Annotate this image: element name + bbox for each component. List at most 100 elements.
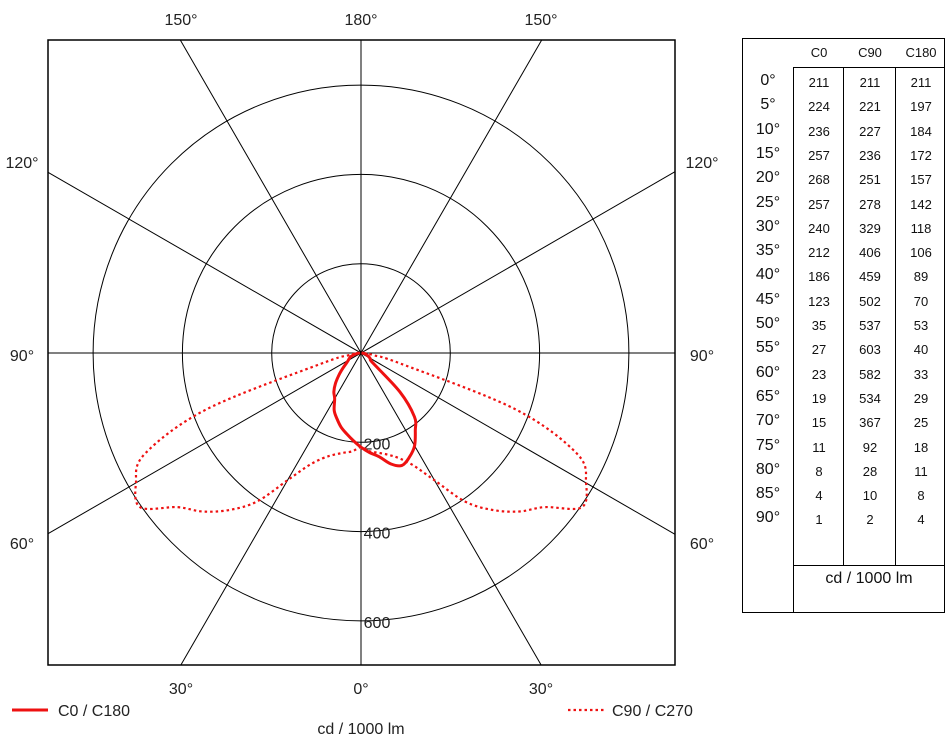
table-cell-c180: 157 bbox=[910, 172, 932, 188]
legend-label-c90-c270: C90 / C270 bbox=[612, 703, 693, 720]
table-cell-c90: 537 bbox=[859, 318, 881, 333]
table-cell-c0: 211 bbox=[808, 75, 830, 90]
table-cell-c0: 19 bbox=[811, 390, 827, 406]
table-cell-c90: 582 bbox=[859, 366, 881, 382]
table-row-label: 10° bbox=[755, 120, 781, 138]
table-cell-c90: 329 bbox=[859, 220, 881, 236]
table-divider bbox=[895, 67, 896, 566]
table-cell-c0: 186 bbox=[808, 269, 830, 285]
angle-label-top: 150° bbox=[524, 12, 557, 29]
table-row-label: 5° bbox=[760, 96, 776, 114]
table-row-label: 0° bbox=[760, 72, 776, 89]
table-cell-c180: 11 bbox=[914, 463, 928, 479]
table-unit-label: cd / 1000 lm bbox=[825, 570, 913, 587]
table-cell-c0: 212 bbox=[808, 245, 830, 261]
table-cell-c0: 236 bbox=[808, 123, 830, 139]
table-cell-c90: 211 bbox=[859, 75, 881, 90]
table-cell-c180: 18 bbox=[913, 439, 929, 455]
table-cell-c0: 27 bbox=[811, 342, 827, 358]
table-cell-c0: 23 bbox=[811, 366, 827, 382]
table-row-label: 90° bbox=[755, 509, 781, 527]
table-cell-c0: 11 bbox=[812, 439, 826, 455]
table-cell-c90: 278 bbox=[859, 196, 881, 212]
table-cell-c0: 123 bbox=[808, 293, 830, 309]
table-cell-c90: 534 bbox=[859, 390, 881, 406]
table-row-label: 20° bbox=[755, 169, 781, 187]
table-row-label: 60° bbox=[755, 363, 781, 381]
table-row-label: 65° bbox=[755, 387, 781, 405]
table-cell-c90: 28 bbox=[862, 463, 878, 479]
table-divider bbox=[793, 67, 794, 612]
table-cell-c180: 142 bbox=[910, 196, 932, 212]
table-row-label: 85° bbox=[755, 485, 781, 503]
table-cell-c90: 406 bbox=[859, 245, 881, 261]
table-cell-c0: 1 bbox=[815, 512, 823, 528]
table-row-label: 80° bbox=[755, 460, 781, 478]
table-cell-c0: 224 bbox=[808, 99, 830, 115]
table-cell-c180: 89 bbox=[913, 269, 929, 285]
table-row-label: 50° bbox=[755, 315, 781, 332]
table-header-c180: C180 bbox=[905, 45, 937, 60]
legend-label-c0-c180: C0 / C180 bbox=[58, 703, 130, 720]
table-divider bbox=[793, 67, 945, 68]
angle-label-bottom: 30° bbox=[169, 681, 193, 698]
table-cell-c180: 8 bbox=[917, 488, 925, 504]
table-row-label: 75° bbox=[755, 436, 781, 454]
angle-label-top: 180° bbox=[344, 12, 377, 29]
table-row-label: 40° bbox=[755, 266, 781, 284]
table-cell-c90: 10 bbox=[862, 488, 878, 504]
table-cell-c0: 15 bbox=[811, 415, 827, 431]
table-row-label: 25° bbox=[755, 193, 781, 211]
table-cell-c180: 25 bbox=[913, 415, 929, 431]
table-cell-c90: 251 bbox=[859, 172, 881, 188]
table-cell-c0: 4 bbox=[815, 488, 823, 504]
radial-tick-label: 200 bbox=[364, 436, 391, 453]
radial-tick-label: 600 bbox=[364, 615, 391, 632]
table-cell-c90: 236 bbox=[859, 147, 881, 163]
table-cell-c0: 257 bbox=[808, 196, 830, 212]
table-cell-c180: 4 bbox=[917, 512, 925, 528]
angle-label-left: 120° bbox=[5, 155, 38, 172]
table-row-label: 30° bbox=[755, 217, 781, 235]
table-cell-c180: 33 bbox=[913, 366, 929, 382]
table-cell-c180: 40 bbox=[913, 342, 929, 358]
unit-label: cd / 1000 lm bbox=[317, 721, 404, 737]
table-cell-c90: 227 bbox=[859, 123, 881, 139]
angle-label-bottom: 0° bbox=[353, 681, 368, 698]
table-divider bbox=[793, 565, 945, 566]
table-cell-c180: 184 bbox=[910, 123, 932, 139]
table-cell-c180: 197 bbox=[910, 99, 932, 115]
table-cell-c180: 70 bbox=[913, 293, 929, 309]
table-row-label: 55° bbox=[755, 339, 781, 357]
table-header-c0: C0 bbox=[810, 45, 828, 60]
series-curve-c90-c270 bbox=[134, 351, 588, 513]
angle-label-left: 60° bbox=[10, 536, 34, 553]
table-header-c90: C90 bbox=[858, 45, 882, 60]
table-cell-c180: 118 bbox=[910, 220, 932, 236]
table-row-label: 35° bbox=[755, 242, 781, 260]
angle-label-bottom: 30° bbox=[529, 681, 553, 698]
table-cell-c0: 268 bbox=[808, 172, 830, 188]
table-divider bbox=[843, 67, 844, 566]
radial-tick-label: 400 bbox=[364, 526, 391, 543]
table-cell-c180: 172 bbox=[910, 147, 932, 163]
table-cell-c90: 603 bbox=[859, 342, 881, 358]
table-cell-c90: 92 bbox=[862, 439, 878, 455]
table-cell-c180: 211 bbox=[910, 75, 932, 90]
table-cell-c0: 8 bbox=[815, 463, 823, 479]
grid-radial-line bbox=[179, 39, 542, 666]
grid bbox=[47, 39, 676, 666]
table-cell-c180: 29 bbox=[913, 390, 929, 406]
table-cell-c90: 221 bbox=[859, 99, 881, 115]
table-cell-c180: 106 bbox=[910, 245, 932, 261]
table-cell-c90: 459 bbox=[859, 269, 881, 285]
table-row-label: 70° bbox=[755, 412, 781, 430]
table-cell-c0: 240 bbox=[808, 220, 830, 236]
angle-label-right: 60° bbox=[690, 536, 714, 553]
table-cell-c0: 257 bbox=[808, 147, 830, 163]
table-cell-c90: 2 bbox=[866, 512, 874, 528]
table-cell-c90: 367 bbox=[859, 415, 881, 431]
table-cell-c90: 502 bbox=[859, 293, 881, 309]
table-row-label: 15° bbox=[755, 144, 781, 162]
